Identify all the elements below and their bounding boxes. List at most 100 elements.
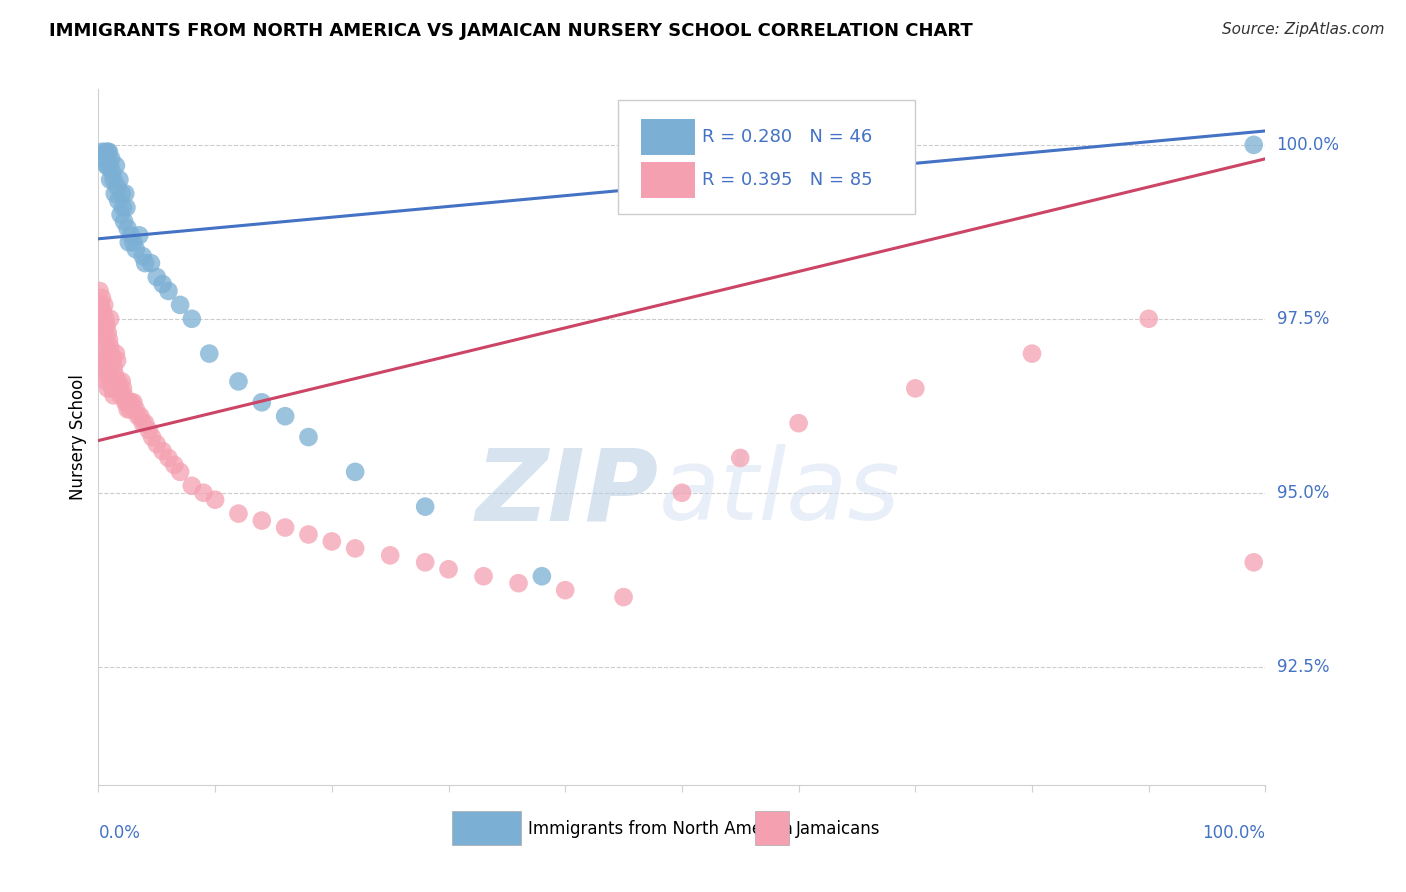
Point — [100, 375, 122, 389]
Point — [132, 416, 155, 430]
Point — [146, 270, 169, 285]
Point — [98, 172, 121, 186]
Point — [97, 145, 120, 159]
Point — [104, 159, 127, 173]
Point — [97, 381, 120, 395]
Point — [96, 159, 118, 173]
Point — [787, 416, 810, 430]
Point — [94, 145, 117, 159]
Point — [115, 201, 138, 215]
Point — [112, 214, 135, 228]
Point — [107, 194, 129, 208]
Point — [97, 326, 120, 340]
Point — [554, 583, 576, 598]
Point — [193, 485, 215, 500]
Point — [321, 534, 343, 549]
FancyBboxPatch shape — [755, 812, 789, 846]
Point — [904, 381, 927, 395]
Point — [198, 346, 221, 360]
Point — [91, 333, 114, 347]
Point — [297, 527, 319, 541]
Text: atlas: atlas — [658, 444, 900, 541]
Point — [141, 430, 163, 444]
Point — [146, 437, 169, 451]
FancyBboxPatch shape — [641, 162, 695, 198]
Point — [91, 360, 114, 375]
Point — [1243, 137, 1265, 152]
Text: IMMIGRANTS FROM NORTH AMERICA VS JAMAICAN NURSERY SCHOOL CORRELATION CHART: IMMIGRANTS FROM NORTH AMERICA VS JAMAICA… — [49, 22, 973, 40]
Point — [117, 221, 139, 235]
Point — [96, 318, 118, 333]
Point — [98, 340, 121, 354]
Point — [101, 381, 124, 395]
Point — [98, 311, 121, 326]
Point — [105, 179, 128, 194]
Point — [100, 152, 122, 166]
Point — [98, 159, 121, 173]
Point — [274, 520, 297, 534]
Point — [228, 507, 250, 521]
Point — [180, 479, 202, 493]
Point — [105, 353, 128, 368]
Point — [1137, 311, 1160, 326]
Point — [90, 298, 112, 312]
Point — [122, 235, 145, 250]
Point — [344, 541, 367, 556]
Text: R = 0.280   N = 46: R = 0.280 N = 46 — [702, 128, 872, 146]
Point — [120, 228, 142, 243]
Point — [1021, 346, 1043, 360]
Point — [110, 388, 132, 402]
Point — [228, 375, 250, 389]
Point — [134, 256, 156, 270]
Point — [94, 311, 117, 326]
Point — [98, 368, 121, 382]
Point — [1243, 555, 1265, 569]
Point — [125, 402, 148, 417]
Point — [613, 590, 636, 604]
Point — [89, 284, 111, 298]
Point — [250, 514, 273, 528]
Point — [125, 242, 148, 256]
Point — [90, 318, 112, 333]
Y-axis label: Nursery School: Nursery School — [69, 374, 87, 500]
Point — [93, 353, 115, 368]
Point — [112, 388, 135, 402]
Point — [96, 346, 118, 360]
Point — [250, 395, 273, 409]
Point — [111, 381, 134, 395]
Point — [344, 465, 367, 479]
Point — [132, 249, 155, 263]
Text: 97.5%: 97.5% — [1277, 310, 1329, 327]
FancyBboxPatch shape — [451, 812, 520, 846]
Point — [90, 291, 112, 305]
Point — [101, 353, 124, 368]
Point — [114, 186, 136, 201]
Point — [127, 409, 149, 424]
Point — [118, 235, 141, 250]
Point — [104, 346, 127, 360]
Point — [297, 430, 319, 444]
Point — [96, 375, 118, 389]
Point — [97, 360, 120, 375]
Point — [111, 201, 134, 215]
Point — [163, 458, 186, 472]
Point — [97, 333, 120, 347]
Point — [120, 395, 142, 409]
Point — [97, 159, 120, 173]
Point — [114, 395, 136, 409]
Point — [108, 381, 131, 395]
Point — [103, 360, 125, 375]
Point — [103, 388, 125, 402]
Point — [380, 549, 402, 563]
Text: 92.5%: 92.5% — [1277, 657, 1329, 675]
Point — [104, 368, 127, 382]
Text: ZIP: ZIP — [475, 444, 658, 541]
Point — [472, 569, 495, 583]
Text: 100.0%: 100.0% — [1202, 824, 1265, 842]
Point — [122, 395, 145, 409]
Point — [93, 326, 115, 340]
Text: Immigrants from North America: Immigrants from North America — [527, 820, 793, 838]
Point — [129, 409, 152, 424]
Text: 95.0%: 95.0% — [1277, 483, 1329, 501]
Point — [93, 152, 115, 166]
